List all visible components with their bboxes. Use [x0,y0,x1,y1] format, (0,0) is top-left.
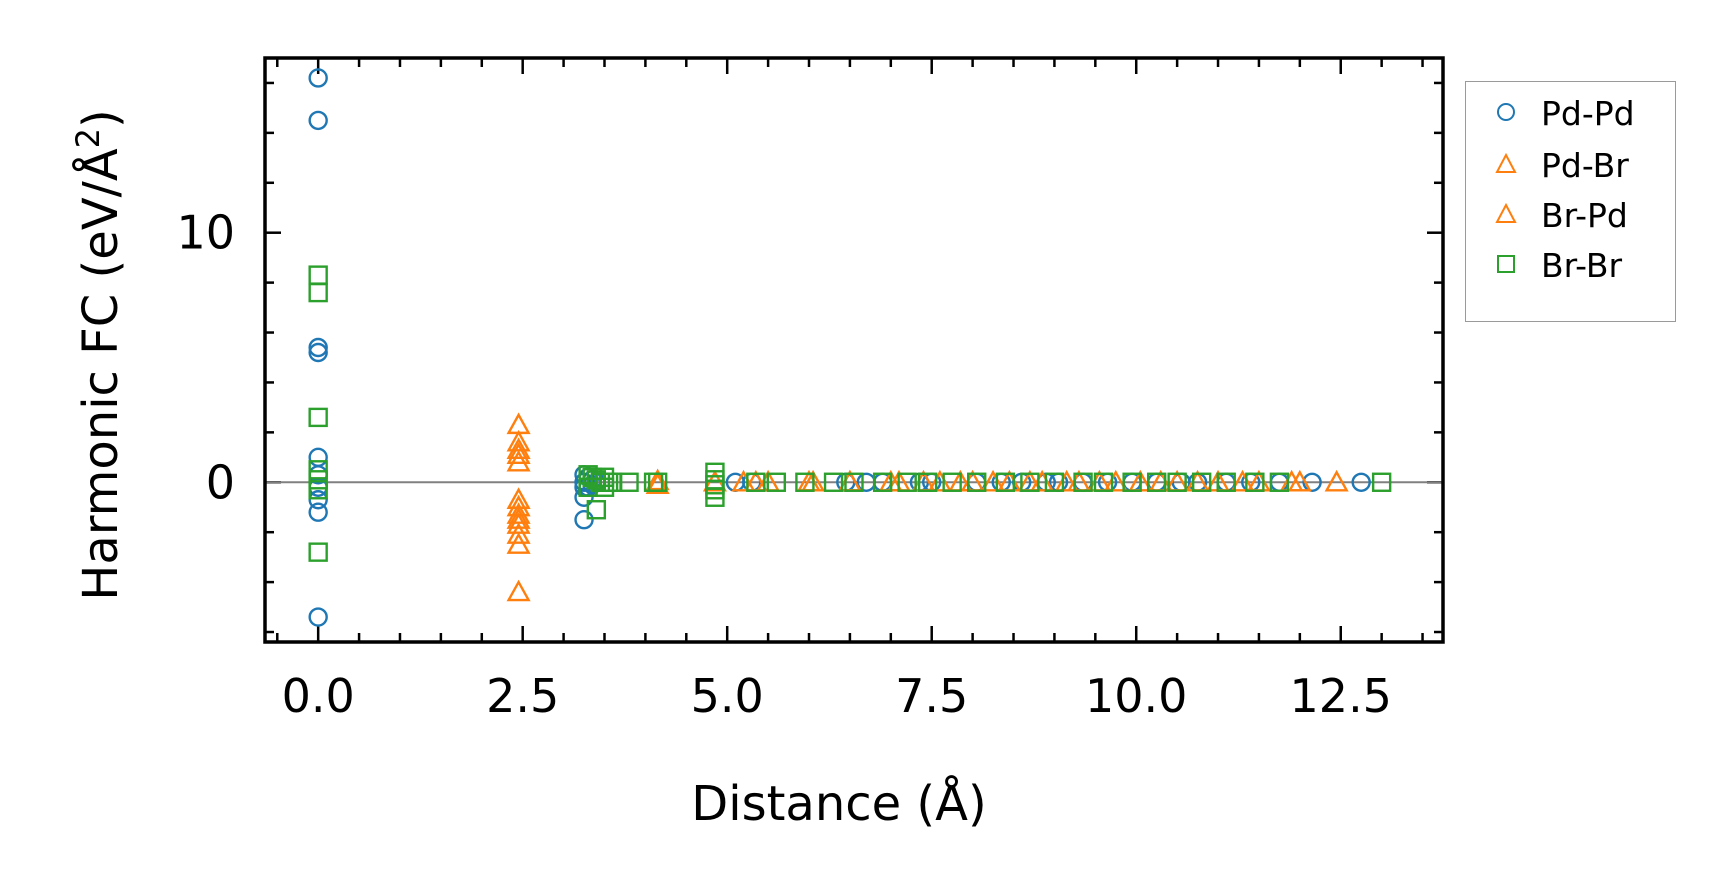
data-point-circle [308,110,328,131]
data-point-triangle [981,469,1006,492]
data-point-triangle [1054,469,1079,492]
y-tick-label: 10 [176,206,235,260]
data-point-square [308,480,328,500]
major-ticks [265,58,1443,642]
data-point-triangle [506,532,531,554]
minor-ticks [265,58,1443,642]
data-point-circle [308,447,328,468]
data-point-square [1073,472,1093,492]
data-point-square [308,542,328,562]
x-tick-label: 7.5 [895,669,968,723]
data-point-triangle [506,437,531,460]
data-point-square [1269,472,1290,492]
legend-item-br-br: Br-Br [1466,244,1675,285]
data-point-triangle [1030,469,1055,492]
plot-frame [263,56,1445,644]
data-point-square [1122,472,1142,492]
data-point-square [766,472,786,492]
series-pd-pd [308,68,1371,627]
data-point-triangle [1287,469,1312,492]
data-point-square [823,472,844,492]
data-point-square [705,487,725,507]
data-point-circle [308,607,328,627]
data-point-triangle [506,507,531,529]
legend-label: Br-Br [1541,246,1623,285]
series-pd-br [506,412,1349,602]
data-point-triangle [1324,469,1349,492]
legend-label: Pd-Br [1541,146,1629,185]
data-point-square [795,472,815,492]
x-tick-label: 10.0 [1085,669,1187,723]
data-point-square [967,472,987,492]
legend-label: Pd-Pd [1541,94,1635,133]
data-point-square [1245,472,1265,492]
data-point-square [872,472,893,492]
data-point-square [1044,472,1065,492]
data-point-circle [308,502,328,522]
data-point-square [746,472,766,492]
data-point-square [1093,472,1114,492]
data-point-circle [1302,472,1322,492]
y-axis-label-sup: 2 [69,128,107,148]
circle-marker-icon [1497,103,1515,121]
data-point-square [1216,472,1236,492]
data-point-square [897,472,917,492]
data-point-square [1371,472,1392,492]
data-point-square [308,460,328,480]
y-axis-label-main: Harmonic FC (eV/Å [72,148,129,601]
data-point-circle [308,490,328,510]
legend-item-pd-pd: Pd-Pd [1466,92,1675,133]
x-axis-label: Distance (Å) [691,775,986,832]
data-point-triangle [506,579,531,602]
data-point-square [308,265,328,285]
data-point-square [995,472,1016,492]
data-point-triangle [1103,469,1128,492]
x-tick-label: 0.0 [282,669,355,723]
tick-labels: 0.0 2.5 5.0 7.5 10.0 12.5 0 10 [176,206,1392,723]
data-point-triangle [927,469,952,492]
data-point-circle [308,68,328,88]
data-point-circle [1351,472,1371,492]
data-point-square [1191,472,1212,492]
data-point-triangle [506,449,531,472]
data-point-square [619,472,639,492]
triangle-marker-icon [1495,202,1517,223]
data-point-square [917,472,938,492]
data-point-square [308,282,328,303]
data-point-circle [574,510,594,530]
data-point-square [647,472,668,492]
data-point-circle [308,337,328,358]
y-tick-label: 0 [206,455,235,509]
legend-label: Br-Pd [1541,196,1628,235]
data-point-circle [308,342,328,363]
data-point-triangle [506,442,531,465]
data-point-square [308,407,328,428]
triangle-marker-icon [1495,152,1517,173]
x-tick-label: 12.5 [1290,669,1392,723]
data-point-square [1020,472,1040,492]
y-axis-label-end: ) [73,109,129,128]
y-axis-label: Harmonic FC (eV/Å2) [69,109,129,601]
data-point-square [308,470,328,490]
data-point-triangle [506,522,531,544]
data-point-square [1167,472,1187,492]
series-br-br [308,265,1392,562]
x-tick-label: 5.0 [691,669,764,723]
square-marker-icon [1497,255,1515,273]
data-points [308,68,1392,627]
data-point-square [586,500,607,520]
data-point-triangle [731,469,756,492]
legend: Pd-Pd Pd-Br Br-Pd Br-Br [1465,81,1676,322]
data-point-square [844,472,864,492]
data-point-triangle [1230,469,1255,492]
data-point-square [1146,472,1167,492]
legend-item-pd-br: Pd-Br [1466,144,1675,185]
data-point-square [942,472,962,492]
legend-item-br-pd: Br-Pd [1466,194,1675,235]
x-tick-label: 2.5 [486,669,559,723]
